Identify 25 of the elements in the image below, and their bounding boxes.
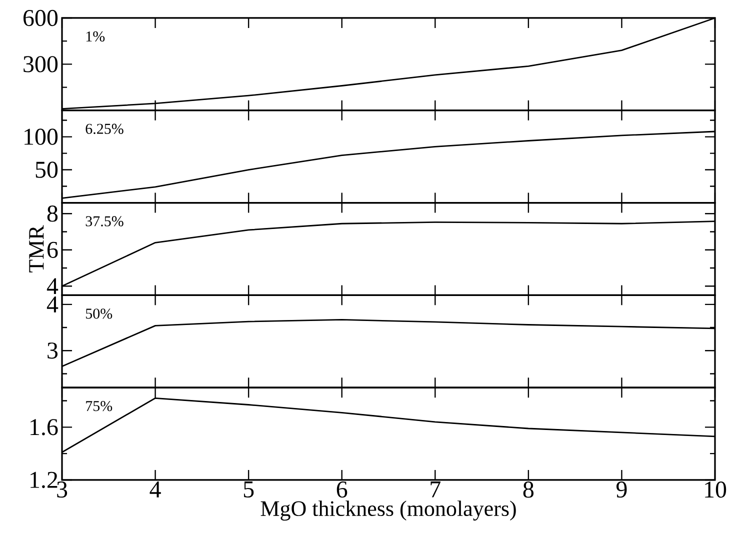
x-tick-label: 10 bbox=[705, 482, 726, 498]
y-tick-label: 1.6 bbox=[30, 419, 58, 436]
annotation: 75% bbox=[86, 400, 112, 412]
x-tick-label: 6 bbox=[336, 482, 348, 498]
y-tick-label: 100 bbox=[24, 128, 58, 145]
x-axis-title: MgO thickness (monolayers) bbox=[260, 500, 516, 521]
annotation: 6.25% bbox=[86, 124, 124, 134]
x-tick-label: 7 bbox=[430, 482, 440, 498]
annotation: 50% bbox=[86, 308, 112, 319]
annotation: 37.5% bbox=[86, 216, 124, 226]
y-tick-label: 600 bbox=[24, 10, 58, 26]
y-tick-label: 50 bbox=[36, 162, 58, 178]
y-tick-label: 1.2 bbox=[30, 472, 58, 488]
x-tick-label: 9 bbox=[616, 482, 627, 498]
y-tick-label: 4 bbox=[46, 296, 58, 312]
y-tick-label: 300 bbox=[24, 56, 58, 72]
y-tick-label: 3 bbox=[48, 342, 58, 359]
y-tick-label: 8 bbox=[47, 206, 58, 222]
x-tick-label: 4 bbox=[150, 482, 161, 498]
y-tick-label: 6 bbox=[48, 242, 58, 258]
x-tick-label: 5 bbox=[244, 482, 254, 498]
x-tick-label: 8 bbox=[523, 482, 534, 498]
y-axis-title: TMR bbox=[29, 225, 44, 272]
y-tick-label: 4 bbox=[46, 278, 58, 294]
annotation: 1% bbox=[86, 31, 105, 42]
